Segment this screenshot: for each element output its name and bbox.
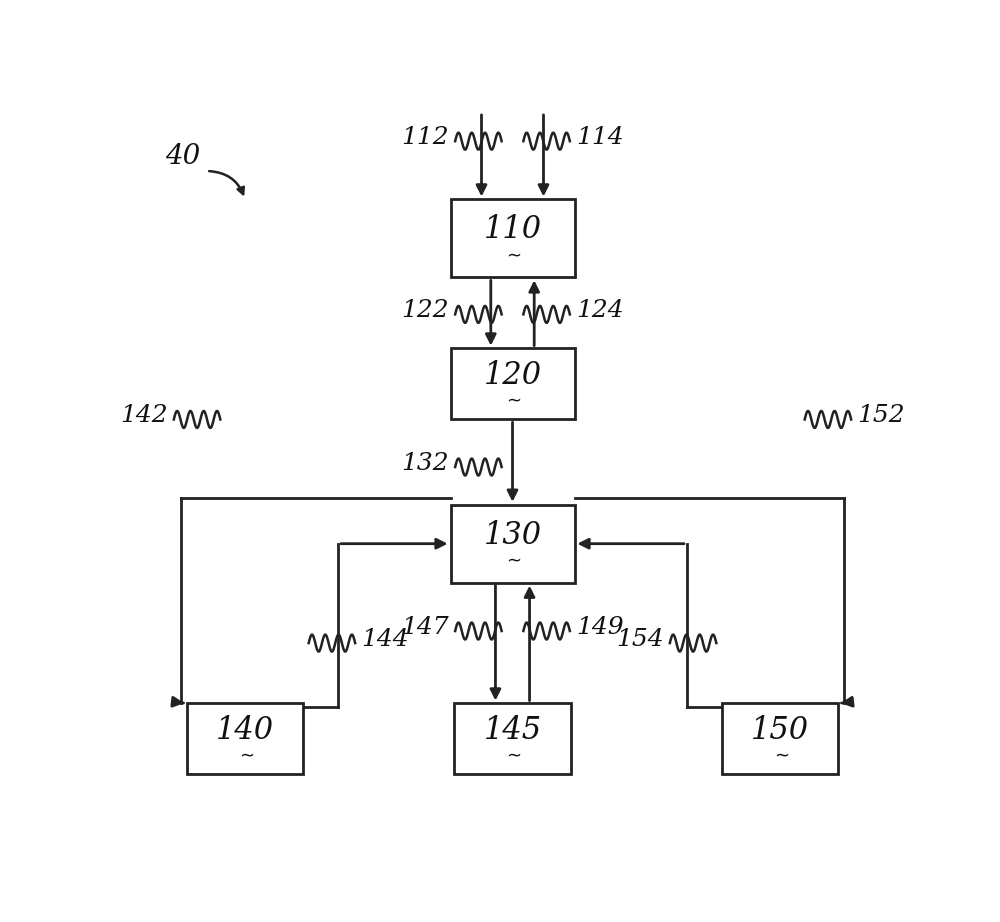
Text: 150: 150 bbox=[751, 715, 809, 746]
Text: 142: 142 bbox=[120, 405, 168, 428]
Text: 145: 145 bbox=[483, 715, 542, 746]
Text: $\sim$: $\sim$ bbox=[771, 746, 789, 763]
Text: 124: 124 bbox=[576, 300, 624, 323]
Text: 110: 110 bbox=[483, 215, 542, 245]
Text: $\sim$: $\sim$ bbox=[503, 746, 522, 763]
Bar bbox=[454, 703, 571, 774]
Text: 114: 114 bbox=[576, 126, 624, 149]
Text: 140: 140 bbox=[216, 715, 274, 746]
Text: 112: 112 bbox=[401, 126, 449, 149]
Bar bbox=[450, 199, 574, 278]
Text: 144: 144 bbox=[361, 628, 409, 651]
Bar bbox=[187, 703, 303, 774]
Text: 152: 152 bbox=[857, 405, 905, 428]
Text: $\sim$: $\sim$ bbox=[503, 550, 522, 568]
Text: $\sim$: $\sim$ bbox=[503, 391, 522, 408]
Bar bbox=[450, 349, 574, 420]
Text: 122: 122 bbox=[401, 300, 449, 323]
Bar bbox=[722, 703, 838, 774]
Text: 147: 147 bbox=[401, 616, 449, 639]
Bar bbox=[450, 504, 574, 583]
Text: 130: 130 bbox=[483, 520, 542, 550]
Text: 132: 132 bbox=[401, 452, 449, 475]
Text: 40: 40 bbox=[166, 143, 201, 171]
Text: 149: 149 bbox=[576, 616, 624, 639]
Text: $\sim$: $\sim$ bbox=[236, 746, 254, 763]
Text: $\sim$: $\sim$ bbox=[503, 245, 522, 263]
Text: 154: 154 bbox=[616, 628, 664, 651]
Text: 120: 120 bbox=[483, 360, 542, 391]
